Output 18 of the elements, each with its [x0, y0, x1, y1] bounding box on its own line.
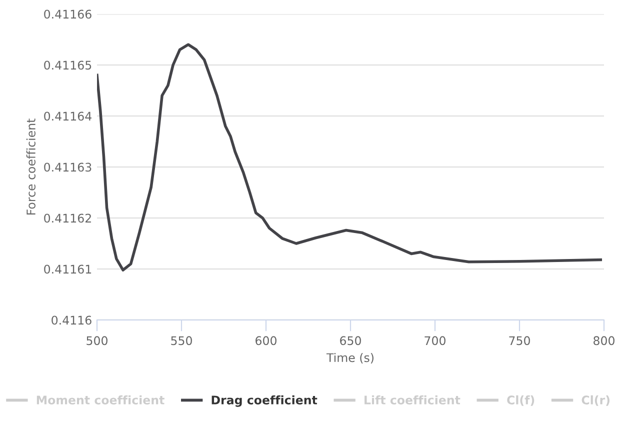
- x-tick-label: 650: [340, 336, 361, 346]
- x-tick-label: 750: [509, 336, 530, 346]
- line-series: [97, 43, 602, 272]
- y-tick-label: 0.41166: [44, 10, 92, 19]
- y-tick-label: 0.4116: [52, 316, 92, 325]
- y-tick-label: 0.41161: [44, 264, 92, 274]
- x-tick-label: 550: [171, 336, 192, 346]
- legend-label: Drag coefficient: [212, 395, 318, 407]
- x-tick-label: 600: [256, 336, 276, 346]
- x-tick-label: 700: [424, 336, 446, 346]
- x-tick-label: 800: [594, 336, 614, 346]
- x-axis-title: Time (s): [326, 352, 374, 364]
- y-tick-label: 0.41164: [44, 112, 92, 121]
- x-tick-label: 500: [86, 336, 108, 346]
- y-axis-title: Force coefficient: [26, 118, 36, 215]
- y-tick-label: 0.41165: [44, 60, 92, 70]
- y-tick-label: 0.41163: [44, 162, 92, 172]
- y-tick-label: 0.41162: [44, 214, 91, 223]
